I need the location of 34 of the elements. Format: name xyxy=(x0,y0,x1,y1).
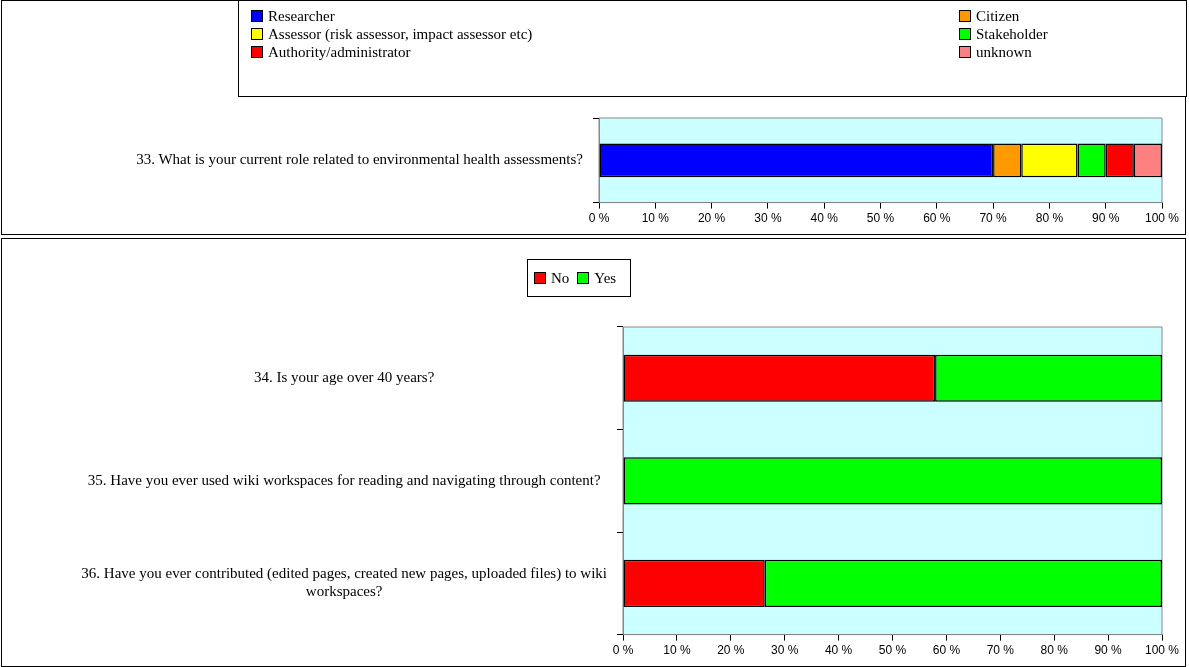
x-tick-label: 20 % xyxy=(697,211,726,226)
x-tick-label: 40 % xyxy=(824,643,853,658)
legend-label: Citizen xyxy=(976,7,1020,25)
legend-label: Yes xyxy=(594,269,617,287)
x-tick-label: 90 % xyxy=(1094,643,1123,658)
legend-label: Assessor (risk assessor, impact assessor etc) xyxy=(268,25,533,43)
legend-label: Researcher xyxy=(268,7,335,25)
x-tick-label: 100 % xyxy=(1144,211,1180,226)
x-tick-label: 70 % xyxy=(986,643,1015,658)
x-tick-label: 60 % xyxy=(932,643,961,658)
x-tick-label: 40 % xyxy=(810,211,839,226)
y-tick-label: 35. Have you ever used wiki workspaces for reading and navigating through content? xyxy=(87,471,601,488)
y-tick-label: 34. Is your age over 40 years? xyxy=(254,369,435,386)
x-tick-label: 80 % xyxy=(1035,211,1064,226)
x-tick-label: 30 % xyxy=(771,643,799,658)
legend-label: No xyxy=(551,269,570,287)
x-tick-label: 10 % xyxy=(663,643,691,658)
x-tick-label: 0 % xyxy=(588,211,610,226)
x-tick-label: 90 % xyxy=(1092,211,1120,226)
x-tick-label: 0 % xyxy=(612,643,634,658)
legend-label: unknown xyxy=(976,43,1032,61)
x-tick-label: 70 % xyxy=(979,211,1008,226)
y-tick-label: 33. What is your current role related to environmental health assessments? xyxy=(136,151,584,168)
y-tick-label: 36. Have you ever contributed (edited pages, created new pages, uploaded files) to wiki workspaces? xyxy=(81,565,608,600)
legend-label: Stakeholder xyxy=(976,25,1048,43)
x-tick-label: 80 % xyxy=(1040,643,1069,658)
x-tick-label: 50 % xyxy=(866,211,895,226)
x-tick-label: 50 % xyxy=(878,643,907,658)
x-tick-label: 10 % xyxy=(641,211,670,226)
x-tick-label: 100 % xyxy=(1144,643,1180,658)
x-tick-label: 30 % xyxy=(754,211,782,226)
x-tick-label: 20 % xyxy=(717,643,745,658)
x-tick-label: 60 % xyxy=(923,211,951,226)
legend-label: Authority/administrator xyxy=(268,43,411,61)
